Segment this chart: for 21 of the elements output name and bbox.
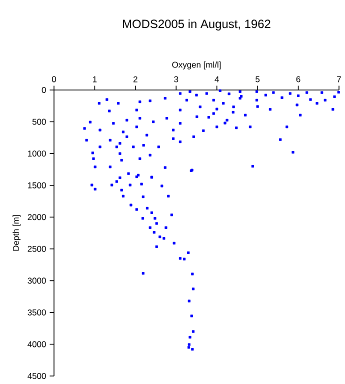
x-tick-label: 7 — [337, 76, 341, 82]
y-tick-label: 4000 — [28, 341, 46, 348]
x-tick-label: 4 — [214, 76, 219, 82]
x-tick-label: 5 — [256, 76, 260, 82]
x-axis-title: Oxygen [ml/l] — [172, 62, 221, 70]
x-tick-label: 6 — [296, 76, 300, 82]
y-tick-label: 1500 — [28, 182, 46, 188]
x-tick-label: 3 — [174, 76, 178, 82]
y-tick-label: 3000 — [28, 278, 46, 284]
chart-title: MODS2005 in August, 1962 — [123, 19, 270, 31]
x-tick-label: 0 — [52, 76, 56, 82]
y-axis-title: Depth [m] — [12, 215, 21, 251]
x-tick-label: 2 — [133, 76, 138, 82]
y-tick-label: 2500 — [28, 246, 46, 252]
y-tick-label: 1000 — [28, 150, 46, 157]
y-tick-label: 3500 — [28, 309, 46, 316]
y-tick-label: 4500 — [28, 373, 46, 379]
x-tick-label: 1 — [93, 76, 97, 82]
y-tick-label: 0 — [42, 87, 46, 93]
y-tick-label: 2000 — [28, 214, 46, 220]
y-tick-label: 500 — [32, 118, 46, 125]
